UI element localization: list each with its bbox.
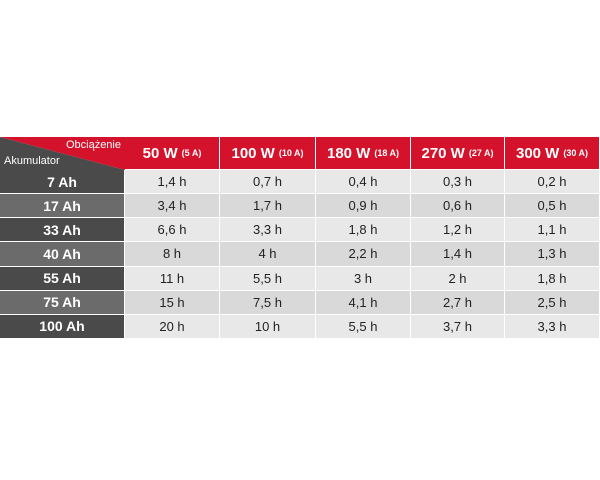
row-label: 40 Ah [0, 242, 125, 267]
table-cell: 5,5 h [220, 266, 316, 291]
column-power: 180 W [326, 144, 371, 162]
table-cell: 2,7 h [411, 290, 505, 315]
table-cell: 4,1 h [316, 290, 411, 315]
table-cell: 0,6 h [411, 194, 505, 219]
table-cell: 2,2 h [316, 242, 411, 267]
corner-cell: Obciążenie Akumulator [0, 137, 125, 170]
table-cell: 3,7 h [411, 314, 505, 339]
column-header: 180 W (18 A) [316, 137, 411, 170]
table-cell: 7,5 h [220, 290, 316, 315]
table-cell: 0,2 h [505, 170, 600, 195]
table-cell: 5,5 h [316, 314, 411, 339]
row-label: 55 Ah [0, 266, 125, 291]
column-power: 270 W [421, 144, 465, 162]
corner-background [0, 137, 125, 170]
row-label: 7 Ah [0, 170, 125, 195]
table-cell: 1,8 h [316, 218, 411, 243]
table-cell: 0,5 h [505, 194, 600, 219]
table-cell: 0,4 h [316, 170, 411, 195]
table-cell: 10 h [220, 314, 316, 339]
table-cell: 1,7 h [220, 194, 316, 219]
column-header: 300 W (30 A) [505, 137, 600, 170]
column-current: (5 A) [181, 148, 202, 158]
table: Obciążenie Akumulator 50 W (5 A) 100 W (10 … [0, 137, 600, 339]
corner-bottom-label: Akumulator [4, 155, 60, 167]
column-current: (10 A) [278, 148, 304, 158]
table-cell: 1,8 h [505, 266, 600, 291]
table-cell: 1,3 h [505, 242, 600, 267]
column-header: 100 W (10 A) [220, 137, 316, 170]
table-cell: 3,3 h [505, 314, 600, 339]
table-cell: 3,4 h [125, 194, 220, 219]
column-current: (27 A) [468, 148, 494, 158]
column-power: 300 W [515, 144, 560, 162]
column-power: 100 W [231, 144, 275, 162]
table-cell: 15 h [125, 290, 220, 315]
table-cell: 11 h [125, 266, 220, 291]
table-cell: 0,3 h [411, 170, 505, 195]
table-cell: 1,4 h [125, 170, 220, 195]
table-cell: 8 h [125, 242, 220, 267]
table-cell: 1,2 h [411, 218, 505, 243]
table-cell: 3 h [316, 266, 411, 291]
table-cell: 2,5 h [505, 290, 600, 315]
row-label: 17 Ah [0, 194, 125, 219]
column-current: (18 A) [374, 148, 400, 158]
table-cell: 4 h [220, 242, 316, 267]
table-cell: 6,6 h [125, 218, 220, 243]
row-label: 33 Ah [0, 218, 125, 243]
corner-gray [0, 137, 125, 170]
column-power: 50 W [142, 144, 178, 162]
column-current: (30 A) [563, 148, 589, 158]
table-cell: 0,7 h [220, 170, 316, 195]
corner-top-label: Obciążenie [65, 139, 121, 151]
table-cell: 2 h [411, 266, 505, 291]
table-cell: 3,3 h [220, 218, 316, 243]
column-header: 50 W (5 A) [125, 137, 220, 170]
table-cell: 20 h [125, 314, 220, 339]
row-label: 75 Ah [0, 290, 125, 315]
table-cell: 1,1 h [505, 218, 600, 243]
table-cell: 0,9 h [316, 194, 411, 219]
table-cell: 1,4 h [411, 242, 505, 267]
column-header: 270 W (27 A) [411, 137, 505, 170]
row-label: 100 Ah [0, 314, 125, 339]
